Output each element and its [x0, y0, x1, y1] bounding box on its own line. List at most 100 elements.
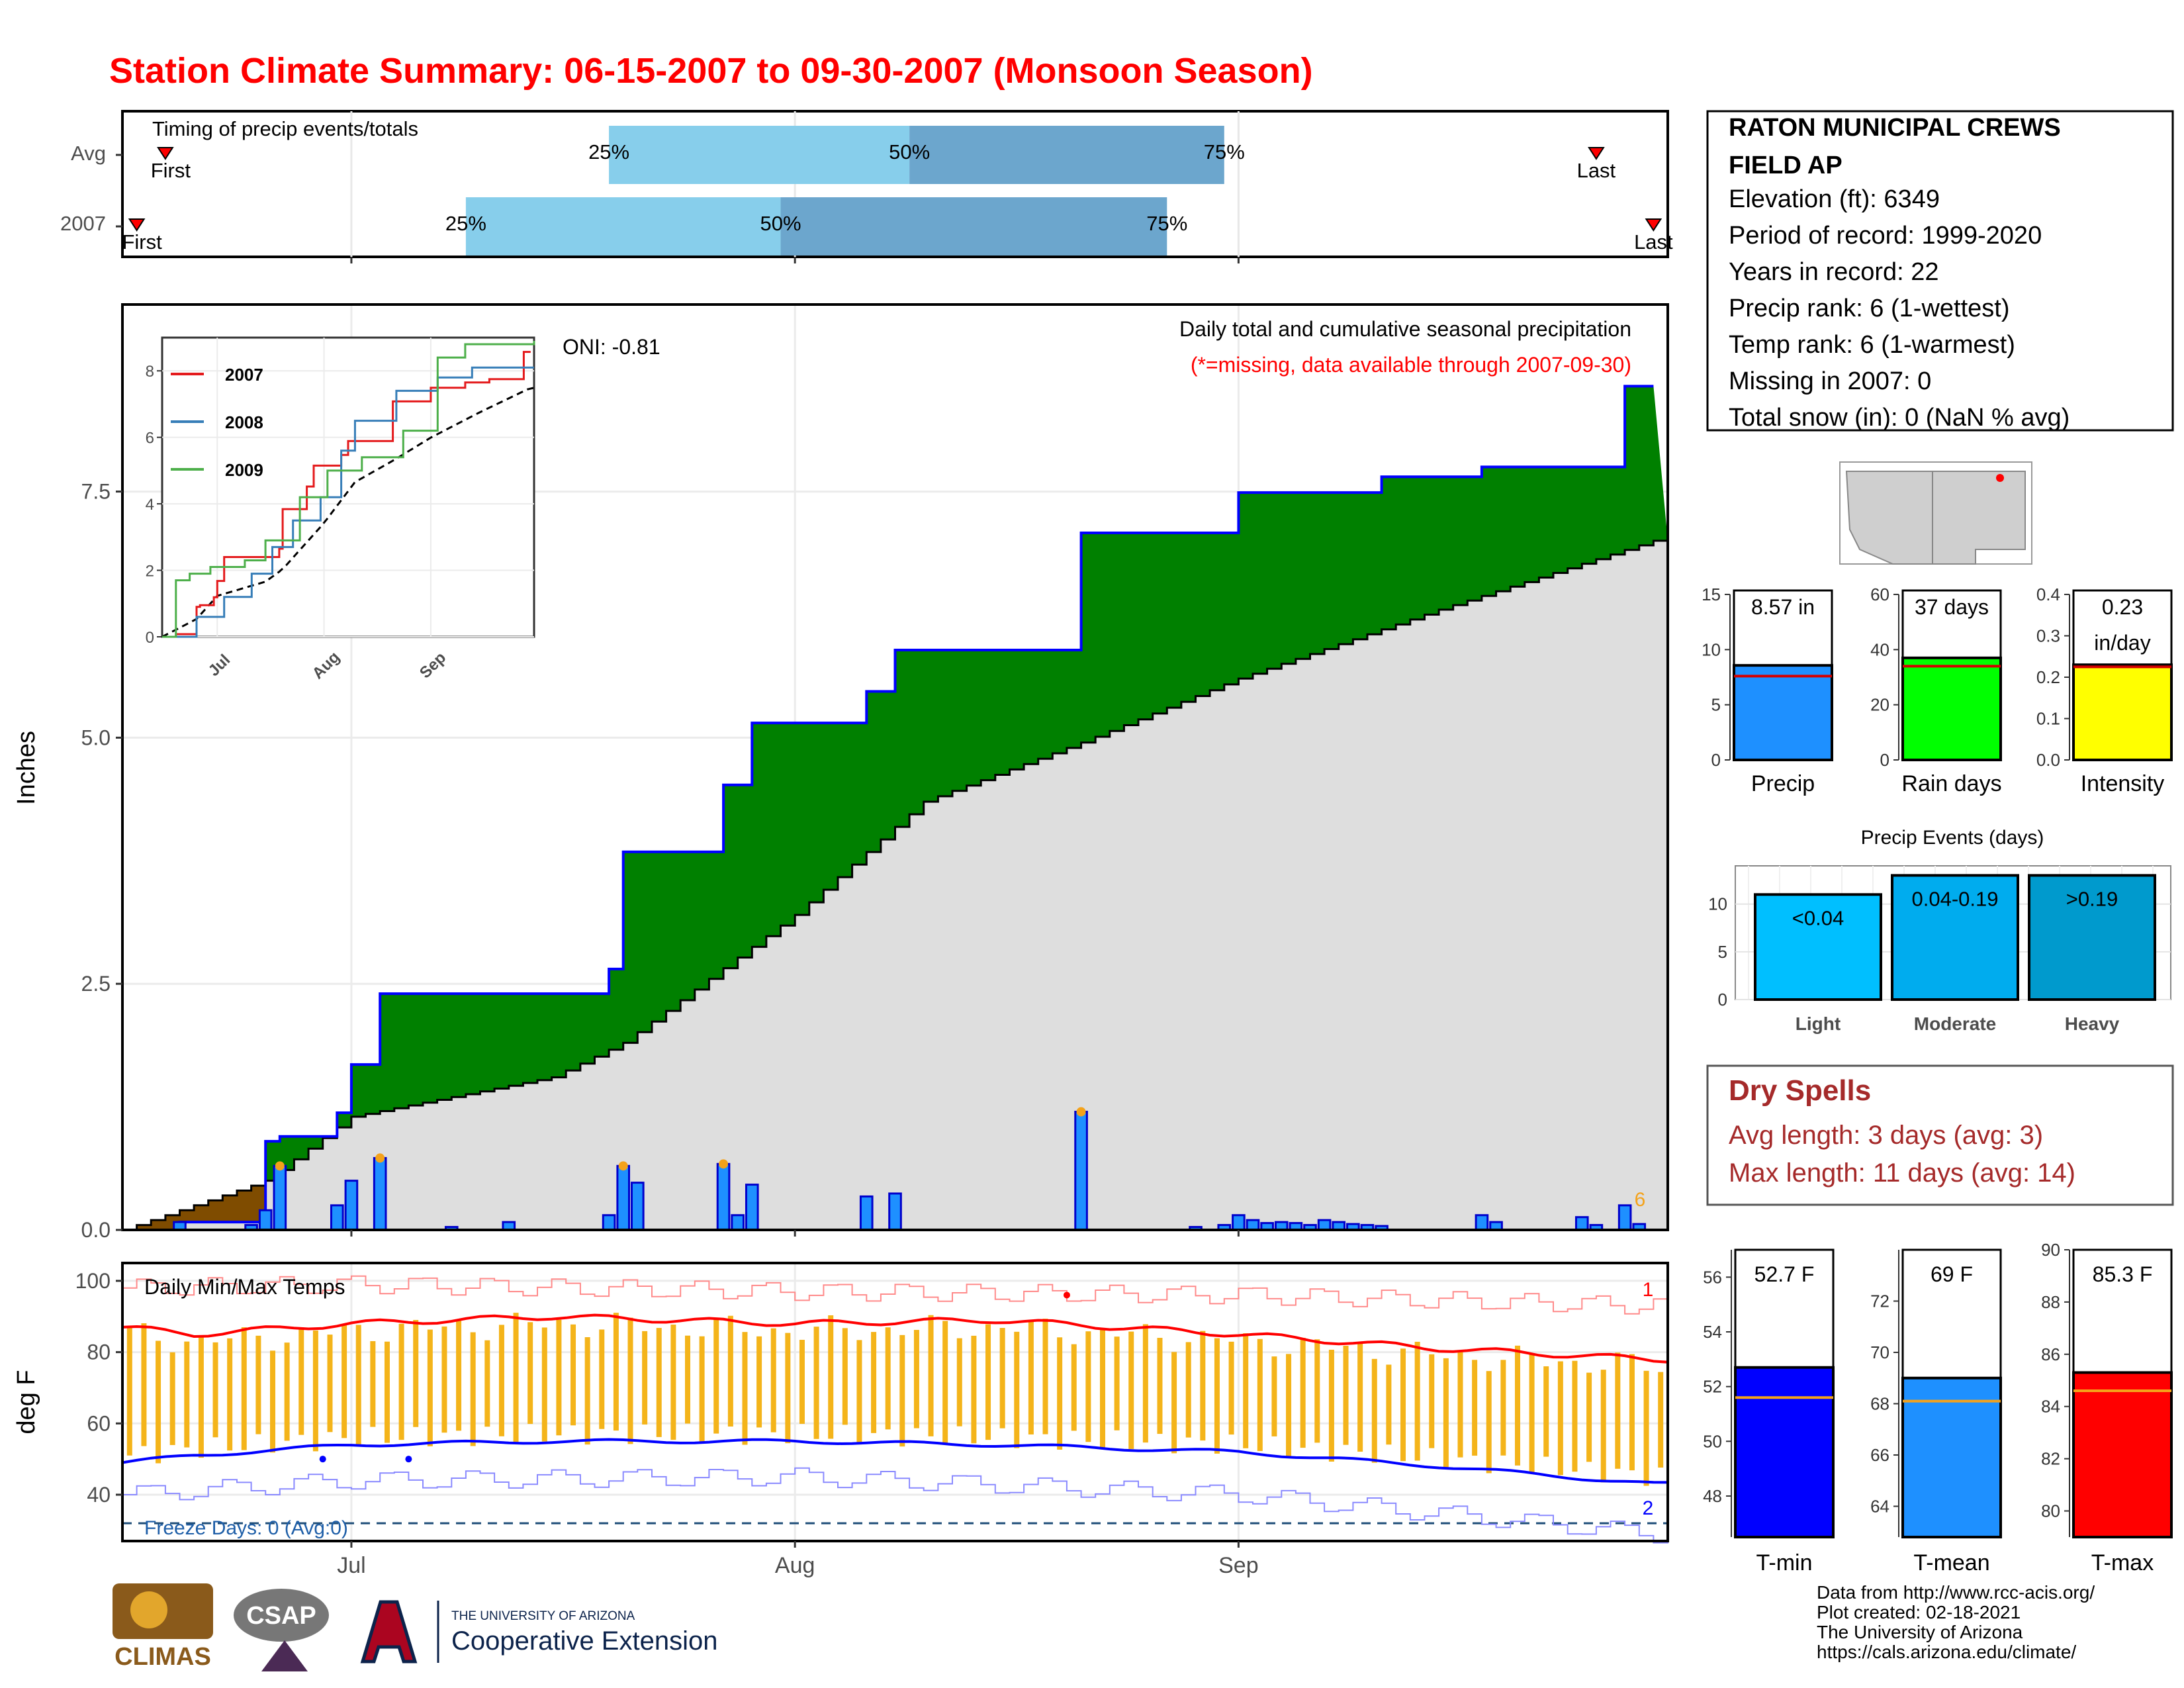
daily-temp-range-bar: [126, 1328, 132, 1456]
daily-temp-range-bar: [1629, 1354, 1635, 1471]
daily-temp-range-bar: [156, 1340, 161, 1464]
daily-precip-bar: [258, 1209, 273, 1231]
average-tmin-line: [122, 1438, 1668, 1484]
daily-temp-range-bar: [770, 1328, 776, 1432]
inset-legend-2007: 2007: [225, 365, 263, 385]
dry-spells-frame: [1706, 1064, 2174, 1206]
dry-spells-max: Max length: 11 days (avg: 14): [1729, 1158, 2075, 1188]
daily-precip-bar: [716, 1162, 731, 1231]
daily-temp-range-bar: [956, 1338, 962, 1427]
daily-precip-bar: [616, 1164, 631, 1231]
events-category-label: Light: [1796, 1013, 1841, 1034]
daily-temp-range-bar: [1457, 1352, 1463, 1458]
daily-temp-range-bar: [498, 1325, 504, 1436]
daily-temp-range-bar: [1586, 1372, 1592, 1462]
daily-temp-range-bar: [799, 1340, 805, 1424]
station-name-line1: RATON MUNICIPAL CREWS: [1729, 114, 2061, 142]
dry-spells-avg: Avg length: 3 days (avg: 3): [1729, 1121, 2043, 1150]
station-snow: Total snow (in): 0 (NaN % avg): [1729, 404, 2070, 432]
extreme-count-label: 6: [1635, 1189, 1646, 1211]
x-tick-label: Sep: [1218, 1553, 1259, 1578]
daily-temp-range-bar: [699, 1336, 705, 1443]
tmax-gauge-bar: [2072, 1371, 2173, 1538]
last-event-marker: [1588, 147, 1605, 160]
rain_days-gauge-title: Rain days: [1901, 771, 2001, 796]
last-event-label: Last: [1577, 159, 1616, 182]
daily-precip-bar: [602, 1214, 616, 1231]
daily-temp-range-bar: [1658, 1372, 1664, 1468]
events-category-label: Heavy: [2065, 1013, 2120, 1034]
daily-temp-range-bar: [1071, 1344, 1077, 1431]
temp-gauge-tick-label: 50: [1703, 1431, 1722, 1451]
daily-temp-range-bar: [1228, 1341, 1234, 1435]
csap-logo-cloud: [234, 1589, 329, 1642]
events-bar-label: >0.19: [2066, 887, 2118, 910]
daily-temp-range-bar: [270, 1350, 276, 1453]
daily-temp-range-bar: [899, 1335, 905, 1447]
x-tick-label: Jul: [337, 1553, 365, 1578]
daily-temp-range-bar: [141, 1323, 147, 1446]
daily-precip-bar: [330, 1204, 344, 1231]
daily-temp-range-bar: [570, 1324, 576, 1426]
gauge-tick-label: 0.2: [2036, 667, 2060, 687]
inset-y-tick-label: 2: [146, 563, 154, 581]
daily-temp-range-bar: [727, 1315, 733, 1427]
station-name-b: FIELD AP: [1729, 152, 1843, 179]
timing-quantile-label: 75%: [1146, 212, 1187, 235]
daily-precip-bar: [731, 1214, 745, 1231]
temp-panel-label: Daily Min/Max Temps: [144, 1275, 345, 1299]
daily-temp-range-bar: [1529, 1354, 1535, 1474]
daily-temp-range-bar: [198, 1336, 204, 1458]
freeze-days-label: Freeze Days: 0 (Avg:0): [144, 1517, 348, 1539]
temp-gauge-tick-label: 80: [2041, 1501, 2060, 1521]
daily-temp-range-bar: [1099, 1328, 1105, 1448]
station-temp-rank: Temp rank: 6 (1-warmest): [1729, 331, 2015, 359]
daily-temp-range-bar: [1414, 1341, 1420, 1461]
extreme-precip-marker: [275, 1161, 285, 1171]
dry-spells-box: Dry Spells Avg length: 3 days (avg: 3) M…: [1706, 1064, 2174, 1206]
inset-line-2009: [162, 341, 535, 638]
daily-temp-range-bar: [441, 1326, 447, 1433]
precip-annotation-title: Daily total and cumulative seasonal prec…: [1179, 317, 1631, 341]
temp-gauge-tick-label: 54: [1703, 1322, 1722, 1342]
gauge-tick-label: 0.1: [2036, 709, 2060, 729]
events-bar-light: [1754, 893, 1882, 1002]
daily-temp-range-bar: [713, 1319, 719, 1434]
daily-precip-bar: [344, 1180, 359, 1231]
extreme-precip-marker: [719, 1159, 729, 1169]
inset-average-line: [161, 387, 535, 638]
daily-temp-range-bar: [513, 1313, 519, 1442]
temp-gauge-tick-label: 90: [2041, 1240, 2060, 1260]
daily-temp-range-bar: [913, 1330, 919, 1429]
record-high-marker: [1063, 1291, 1070, 1299]
daily-temp-range-bar: [1472, 1360, 1478, 1456]
tmin-gauge-title: T-min: [1756, 1550, 1813, 1575]
record-low-marker: [405, 1456, 412, 1463]
station-missing: Missing in 2007: 0: [1729, 367, 1931, 395]
station-precip-rank: Precip rank: 6 (1-wettest): [1729, 295, 2009, 322]
daily-temp-range-bar: [1114, 1336, 1120, 1430]
rain_days-gauge-bar: [1901, 656, 2002, 761]
climas-logo-sun: [130, 1591, 167, 1628]
daily-temp-range-bar: [1386, 1364, 1392, 1445]
daily-temp-range-bar: [1128, 1331, 1134, 1449]
extreme-precip-marker: [618, 1161, 628, 1171]
footer-line-1: Data from http://www.rcc-acis.org/: [1817, 1582, 2095, 1603]
gauge-tick-label: 5: [1711, 695, 1721, 715]
station-name-a: RATON MUNICIPAL CREWS: [1729, 114, 2061, 142]
daily-temp-range-bar: [670, 1325, 676, 1440]
daily-temp-range-bar: [1328, 1349, 1334, 1462]
extreme-precip-marker: [1076, 1107, 1086, 1117]
climas-logo: CLIMAS: [113, 1583, 213, 1671]
daily-temp-range-bar: [169, 1352, 175, 1445]
temp-y-tick-label: 40: [87, 1483, 111, 1507]
station-location-marker: [1996, 474, 2004, 482]
inset-y-tick-label: 4: [146, 496, 154, 514]
ua-logo-line2: Cooperative Extension: [451, 1626, 717, 1656]
daily-temp-range-bar: [1286, 1354, 1292, 1457]
temp-gauge-tick-label: 72: [1870, 1291, 1889, 1311]
gauge-tick-label: 60: [1870, 585, 1889, 604]
temp-gauge-tick-label: 64: [1870, 1497, 1889, 1517]
